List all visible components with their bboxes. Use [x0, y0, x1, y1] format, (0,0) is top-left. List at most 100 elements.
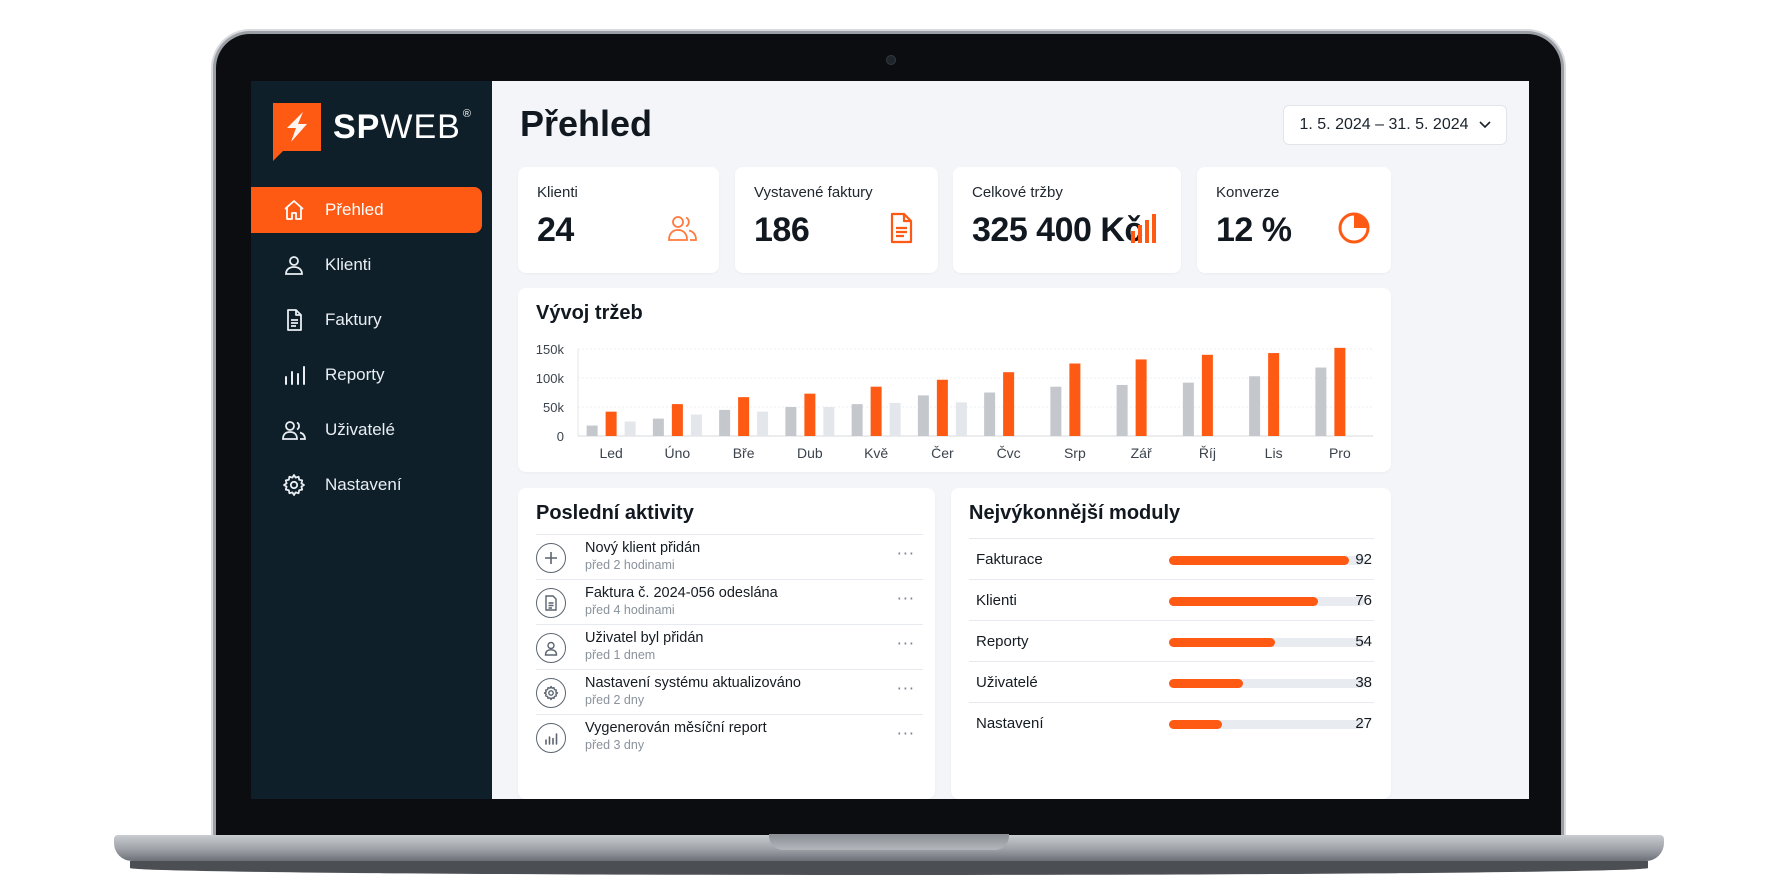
plus-icon: [536, 543, 566, 573]
brand-logo[interactable]: SPWEB ®: [273, 103, 472, 161]
chart-bar: [757, 411, 769, 436]
kpi-card-trzby: Celkové tržby 325 400 Kč: [953, 167, 1181, 273]
chart-bar: [738, 397, 750, 436]
module-list: Fakturace 92 Klienti 76 Reporty 54 Uživa…: [969, 538, 1374, 743]
module-progress-track: [1169, 638, 1365, 647]
module-row: Fakturace 92: [969, 538, 1374, 579]
sidebar-item-klienti[interactable]: Klienti: [251, 242, 492, 288]
x-tick-label: Lis: [1265, 445, 1283, 461]
chart-bar: [984, 392, 996, 436]
activity-item[interactable]: Vygenerován měsíční report před 3 dny ··…: [536, 714, 923, 759]
chart-bar: [1135, 359, 1147, 436]
module-progress-track: [1169, 597, 1365, 606]
kpi-card-konverze: Konverze 12 %: [1197, 167, 1391, 273]
sidebar-item-label: Klienti: [325, 255, 372, 274]
user-icon: [281, 252, 307, 278]
revenue-chart-card: Vývoj tržeb 0 50k 100k 150k Led Úno Bře Dub Kvě Č…: [518, 288, 1391, 472]
activity-title: Nastavení systému aktualizováno: [585, 675, 801, 691]
more-options-icon[interactable]: ···: [896, 544, 915, 563]
laptop-shadow: [130, 861, 1648, 875]
logo-icon: [273, 103, 321, 161]
activity-title: Vygenerován měsíční report: [585, 720, 767, 736]
kpi-value: 24: [537, 211, 574, 249]
main-content: Přehled 1. 5. 2024 – 31. 5. 2024 Klienti…: [492, 81, 1529, 799]
laptop-bezel: [216, 806, 1561, 838]
y-tick-label: 150k: [536, 342, 565, 357]
brand-name: SPWEB ®: [333, 108, 472, 147]
module-progress-fill: [1169, 556, 1350, 565]
x-tick-label: Úno: [665, 445, 691, 461]
page-title: Přehled: [520, 103, 653, 144]
sidebar-item-label: Nastavení: [325, 475, 402, 494]
more-options-icon[interactable]: ···: [896, 589, 915, 608]
date-range-picker[interactable]: 1. 5. 2024 – 31. 5. 2024: [1283, 105, 1507, 145]
sidebar-item-label: Reporty: [325, 365, 385, 384]
module-value: 54: [1355, 633, 1372, 650]
revenue-chart-title: Vývoj tržeb: [536, 302, 643, 324]
activity-item[interactable]: Nastavení systému aktualizováno před 2 d…: [536, 669, 923, 714]
chart-bar: [955, 402, 967, 436]
module-progress-fill: [1169, 720, 1222, 729]
module-label: Reporty: [976, 633, 1029, 650]
module-label: Klienti: [976, 592, 1017, 609]
chevron-down-icon: [1478, 116, 1491, 134]
activity-time: před 3 dny: [585, 738, 645, 752]
activity-time: před 2 hodinami: [585, 558, 675, 572]
chart-bar: [1003, 372, 1015, 436]
sidebar-item-reporty[interactable]: Reporty: [251, 352, 492, 398]
more-options-icon[interactable]: ···: [896, 679, 915, 698]
chart-bar: [936, 379, 948, 436]
gear-icon: [281, 472, 307, 498]
sidebar-nav: Přehled Klienti Faktury Reporty: [251, 187, 492, 517]
chart-bar: [804, 393, 816, 436]
x-tick-label: Pro: [1329, 445, 1351, 461]
y-tick-label: 0: [557, 429, 564, 444]
sidebar: SPWEB ® Přehled Klienti Faktury: [251, 81, 492, 799]
users-icon: [281, 417, 307, 443]
x-tick-label: Srp: [1064, 445, 1086, 461]
chart-bar: [1201, 354, 1213, 436]
chart-bar: [1249, 376, 1261, 436]
module-value: 27: [1355, 715, 1372, 732]
module-value: 38: [1355, 674, 1372, 691]
module-progress-track: [1169, 679, 1365, 688]
chart-bar: [785, 407, 797, 436]
kpi-value: 325 400 Kč: [972, 211, 1143, 249]
modules-title: Nejvýkonnější moduly: [969, 502, 1181, 524]
document-icon: [884, 211, 918, 245]
module-progress-fill: [1169, 638, 1275, 647]
registered-mark: ®: [462, 107, 472, 120]
module-progress-fill: [1169, 597, 1318, 606]
module-progress-track: [1169, 556, 1365, 565]
y-tick-label: 100k: [536, 371, 565, 386]
sidebar-item-nastaveni[interactable]: Nastavení: [251, 462, 492, 508]
chart-bar: [624, 421, 636, 436]
bar-chart-icon: [1127, 211, 1161, 245]
sidebar-item-prehled[interactable]: Přehled: [251, 187, 482, 233]
activity-list: Nový klient přidán před 2 hodinami ··· F…: [536, 534, 923, 759]
users-icon: [665, 211, 699, 245]
document-icon: [281, 307, 307, 333]
bar-chart-icon: [281, 362, 307, 388]
kpi-value: 186: [754, 211, 810, 249]
activity-item[interactable]: Nový klient přidán před 2 hodinami ···: [536, 534, 923, 579]
chart-bar: [1050, 386, 1062, 436]
more-options-icon[interactable]: ···: [896, 634, 915, 653]
more-options-icon[interactable]: ···: [896, 724, 915, 743]
sidebar-item-uzivatele[interactable]: Uživatelé: [251, 407, 492, 453]
activity-time: před 1 dnem: [585, 648, 656, 662]
x-tick-label: Říj: [1199, 445, 1216, 461]
sidebar-item-label: Faktury: [325, 310, 382, 329]
activity-title: Faktura č. 2024-056 odeslána: [585, 585, 778, 601]
module-row: Uživatelé 38: [969, 661, 1374, 702]
kpi-card-klienti: Klienti 24: [518, 167, 719, 273]
activity-item[interactable]: Uživatel byl přidán před 1 dnem ···: [536, 624, 923, 669]
gear-icon: [536, 678, 566, 708]
sidebar-item-faktury[interactable]: Faktury: [251, 297, 492, 343]
chart-bar: [1268, 353, 1280, 436]
chart-bar: [605, 411, 617, 436]
y-tick-label: 50k: [543, 400, 564, 415]
x-tick-label: Zář: [1131, 445, 1152, 461]
module-row: Reporty 54: [969, 620, 1374, 661]
activity-item[interactable]: Faktura č. 2024-056 odeslána před 4 hodi…: [536, 579, 923, 624]
